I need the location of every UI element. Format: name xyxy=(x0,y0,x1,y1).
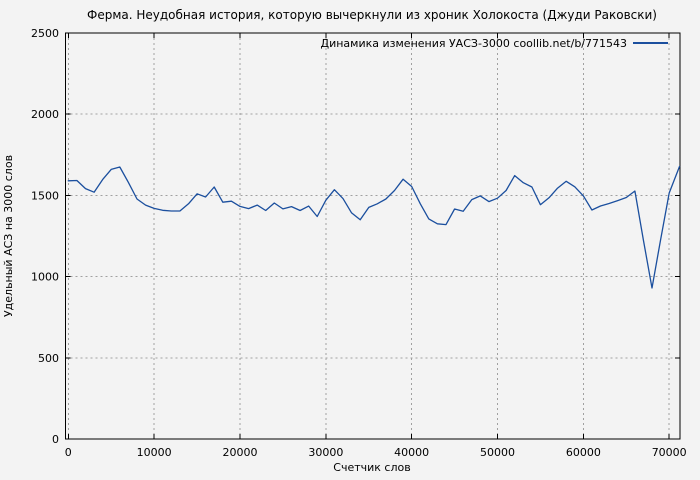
tick-marks xyxy=(65,32,680,440)
x-tick-label: 30000 xyxy=(308,446,343,459)
y-tick-label: 500 xyxy=(38,352,59,365)
x-tick-label: 10000 xyxy=(137,446,172,459)
y-tick-labels: 0 500 1000 1500 2000 2500 xyxy=(31,27,59,446)
series-line xyxy=(67,165,681,289)
y-tick-label: 2500 xyxy=(31,27,59,40)
y-tick-label: 0 xyxy=(52,433,59,446)
x-axis-label: Счетчик слов xyxy=(333,461,410,474)
axis-border xyxy=(65,32,681,440)
x-tick-labels: 0 10000 20000 30000 40000 50000 60000 70000 xyxy=(65,446,687,459)
legend-label: Динамика изменения УАСЗ-3000 coollib.net… xyxy=(321,37,628,50)
x-tick-label: 0 xyxy=(65,446,72,459)
x-tick-label: 40000 xyxy=(394,446,429,459)
x-tick-label: 60000 xyxy=(566,446,601,459)
y-axis-label: Удельный АСЗ на 3000 слов xyxy=(2,155,15,317)
x-tick-label: 20000 xyxy=(222,446,257,459)
x-tick-label: 70000 xyxy=(652,446,687,459)
y-tick-label: 1500 xyxy=(31,189,59,202)
y-tick-label: 1000 xyxy=(31,271,59,284)
x-tick-label: 50000 xyxy=(480,446,515,459)
y-tick-label: 2000 xyxy=(31,108,59,121)
chart-title: Ферма. Неудобная история, которую вычерк… xyxy=(87,8,657,22)
data-line xyxy=(67,165,681,289)
